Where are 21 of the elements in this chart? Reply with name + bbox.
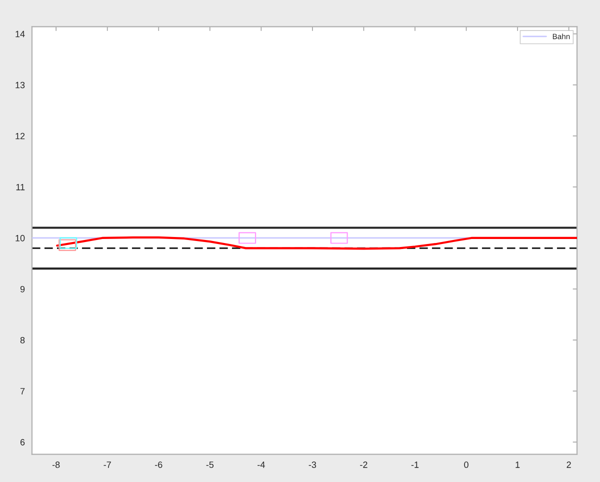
x-tick-label: -6	[155, 462, 162, 468]
x-tick-label: -7	[104, 462, 111, 468]
x-tick-label: 1	[516, 462, 520, 468]
line-series	[56, 236, 578, 250]
x-tick-label: -1	[411, 462, 419, 468]
x-tick-label: -8	[52, 462, 60, 468]
x-tick-label: -2	[360, 462, 368, 468]
x-tick-label: -3	[308, 462, 316, 468]
y-tick-label: 7	[20, 388, 25, 394]
y-tick-label: 13	[16, 82, 25, 88]
y-tick-label: 11	[16, 184, 25, 190]
x-tick-label: 0	[464, 462, 468, 468]
x-tick-label: -5	[206, 462, 214, 468]
y-tick-label: 10	[16, 234, 25, 242]
y-tick-label: 9	[20, 286, 25, 292]
y-tick-label: 14	[16, 30, 25, 38]
y-tick-label: 8	[20, 336, 25, 344]
x-tick-label: 2	[566, 462, 571, 468]
y-tick-label: 6	[20, 439, 25, 446]
x-tick-label: -4	[258, 462, 265, 468]
y-tick-label: 12	[16, 132, 25, 140]
